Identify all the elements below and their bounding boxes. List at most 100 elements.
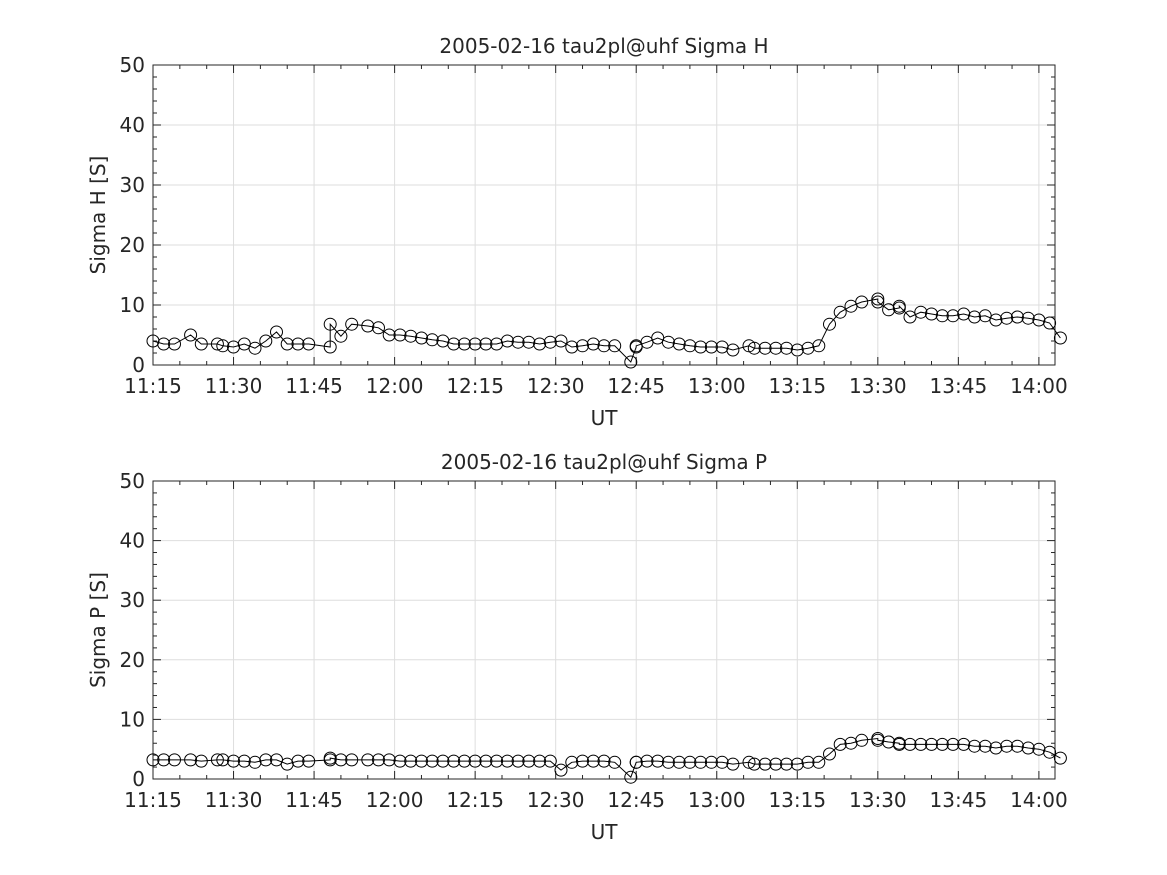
data-point — [624, 355, 638, 369]
data-point — [683, 339, 697, 353]
data-point — [823, 317, 836, 331]
data-point — [1021, 741, 1035, 755]
data-point — [511, 335, 525, 349]
data-point — [146, 753, 160, 767]
data-point — [361, 319, 375, 333]
data-point — [248, 341, 262, 355]
x-tick-label: 11:30 — [205, 374, 263, 398]
data-point — [576, 754, 589, 768]
data-point — [522, 335, 536, 349]
data-point — [457, 337, 471, 351]
data-point — [946, 309, 960, 323]
data-point — [479, 337, 493, 351]
data-point — [157, 337, 171, 351]
y-axis-label: Sigma P [S] — [86, 572, 110, 688]
data-point — [694, 340, 708, 354]
data-point — [216, 753, 230, 767]
data-point — [323, 751, 337, 765]
data-point — [291, 754, 305, 768]
y-tick-label: 0 — [132, 767, 145, 791]
data-point — [500, 754, 514, 768]
data-point — [565, 755, 579, 769]
data-point — [780, 341, 793, 355]
data-point — [511, 754, 525, 768]
data-point — [415, 331, 428, 345]
data-point — [640, 754, 654, 768]
data-point — [372, 753, 385, 767]
x-axis-label: UT — [591, 820, 619, 844]
chart-sigma-h: 11:15 11:30 11:45 12:00 12:15 12:30 12:45 13:00… — [86, 34, 1068, 430]
x-tick-label: 12:45 — [607, 788, 665, 812]
data-point — [871, 292, 885, 306]
data-point — [855, 733, 869, 747]
data-point — [184, 328, 198, 342]
data-point — [334, 329, 348, 343]
data-point — [968, 739, 981, 753]
x-tick-label: 13:15 — [768, 788, 826, 812]
data-point — [361, 753, 375, 767]
data-point — [989, 313, 1003, 327]
data-point — [683, 755, 697, 769]
data-point — [522, 754, 536, 768]
data-point — [823, 747, 836, 761]
data-point — [479, 754, 493, 768]
data-point — [490, 754, 504, 768]
x-tick-label: 12:00 — [366, 374, 424, 398]
data-point — [1053, 751, 1067, 765]
data-point — [1043, 745, 1057, 759]
data-point — [227, 754, 240, 768]
data-point — [393, 754, 407, 768]
data-point — [468, 754, 482, 768]
x-tick-label: 11:15 — [124, 788, 182, 812]
ticks: 11:15 11:30 11:45 12:00 12:15 12:30 12:45 13:00… — [120, 53, 1068, 398]
data-point — [280, 337, 294, 351]
data-point — [500, 334, 514, 348]
y-tick-label: 40 — [120, 113, 145, 137]
x-tick-label: 12:30 — [527, 788, 585, 812]
data-point — [259, 753, 273, 767]
series-line — [153, 737, 1061, 779]
data-point — [661, 755, 675, 769]
x-tick-label: 13:30 — [849, 374, 907, 398]
data-point — [404, 754, 418, 768]
data-point — [382, 753, 396, 767]
data-point — [457, 754, 471, 768]
data-point — [608, 339, 622, 353]
data-point — [892, 737, 906, 751]
data-point — [393, 328, 407, 342]
data-point — [1053, 331, 1067, 345]
data-point — [914, 305, 928, 319]
y-tick-label: 30 — [120, 173, 145, 197]
data-point — [436, 754, 450, 768]
data-point — [345, 317, 359, 331]
data-point — [935, 309, 949, 323]
data-point — [302, 754, 316, 768]
data-point — [302, 337, 316, 351]
data-point — [415, 754, 428, 768]
x-tick-label: 12:15 — [446, 374, 504, 398]
grid — [152, 65, 1055, 365]
data-point — [694, 755, 708, 769]
data-point — [769, 757, 783, 771]
data-point — [270, 325, 283, 339]
data-point — [248, 755, 262, 769]
data-point — [334, 753, 348, 767]
data-point — [726, 343, 740, 357]
data-point — [576, 339, 589, 353]
axes-box — [152, 480, 1056, 780]
data-point — [968, 310, 981, 324]
data-point — [210, 337, 224, 351]
data-point — [989, 741, 1003, 755]
x-tick-label: 13:15 — [768, 374, 826, 398]
data-point — [533, 754, 547, 768]
data-point — [194, 337, 208, 351]
y-tick-label: 30 — [120, 588, 145, 612]
data-point — [672, 755, 686, 769]
data-point — [715, 755, 729, 769]
x-tick-label: 11:30 — [205, 788, 263, 812]
series-markers — [146, 732, 1067, 784]
data-point — [629, 755, 643, 769]
data-point — [704, 340, 718, 354]
data-point — [157, 753, 171, 767]
data-point — [565, 340, 579, 354]
